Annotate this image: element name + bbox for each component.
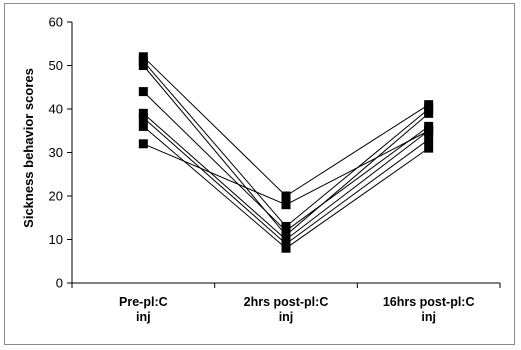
series-lines: [142, 56, 429, 249]
series-line: [142, 91, 429, 232]
data-point-marker: [281, 191, 291, 201]
data-point-marker: [281, 226, 291, 236]
data-point-marker: [424, 143, 434, 153]
data-point-marker: [424, 134, 434, 144]
y-axis-title: Sickness behavior scores: [21, 68, 36, 228]
series-line: [142, 65, 429, 236]
y-tick-label: 30: [49, 145, 63, 160]
x-category-label: Pre-pl:C inj: [119, 295, 168, 324]
chart-frame: [4, 3, 515, 345]
y-tick-label: 10: [49, 232, 63, 247]
data-point-marker: [281, 200, 291, 210]
data-point-marker: [138, 139, 148, 149]
data-point-marker: [138, 61, 148, 70]
x-category-label-line: inj: [421, 310, 436, 324]
y-tick-label: 20: [49, 189, 63, 204]
x-category-label-line: 16hrs post-pl:C: [383, 295, 475, 309]
data-point-marker: [424, 108, 434, 118]
data-point-marker: [424, 126, 434, 136]
y-tick-label: 50: [49, 58, 63, 73]
x-category-label-line: inj: [279, 310, 294, 324]
x-category-label: 2hrs post-pl:C inj: [244, 295, 329, 324]
x-category-label-line: Pre-pl:C: [119, 295, 168, 309]
data-point-marker: [281, 243, 291, 253]
y-ticks: 0 10 20 30 40 50 60: [49, 15, 72, 291]
series-line: [142, 56, 429, 197]
series-markers: [138, 52, 434, 253]
y-tick-label: 60: [49, 15, 63, 30]
x-category-label: 16hrs post-pl:C inj: [383, 295, 475, 324]
y-tick-label: 0: [56, 276, 63, 291]
x-category-label-line: inj: [136, 310, 151, 324]
data-point-marker: [138, 87, 148, 97]
data-point-marker: [138, 113, 148, 123]
x-category-label-line: 2hrs post-pl:C: [244, 295, 329, 309]
y-tick-label: 40: [49, 102, 63, 117]
data-point-marker: [138, 121, 148, 131]
